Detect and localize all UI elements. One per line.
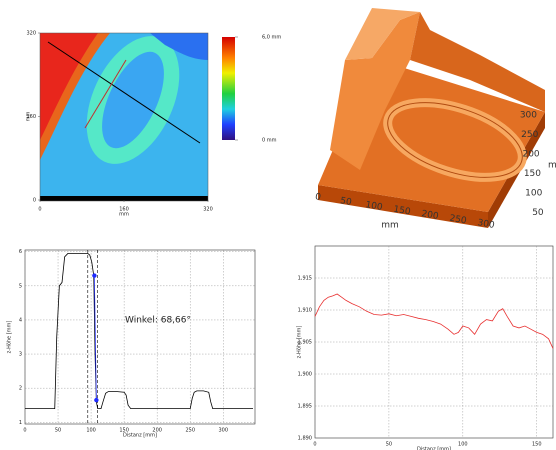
y-axis-label: z-Höhe [mm] <box>297 326 303 359</box>
data-line <box>315 294 553 348</box>
y-tick-label: 6 <box>19 249 22 255</box>
x-tick-label: 300 <box>219 428 229 434</box>
x-axis-label: mm <box>119 212 129 218</box>
y-tick-label: 1,900 <box>298 372 312 378</box>
x-tick-label: 0 <box>314 192 322 203</box>
y-tick-label: 1,915 <box>298 276 312 282</box>
y-tick-label: 300 <box>520 111 537 121</box>
x-tick-label: 300 <box>477 218 496 231</box>
y-tick-label: 2 <box>19 386 22 392</box>
x-tick-label: 320 <box>203 207 213 213</box>
y-tick-label: 250 <box>521 130 538 140</box>
y-tick-label: 50 <box>532 208 544 218</box>
x-tick-label: 50 <box>55 428 61 434</box>
colorbar-label: 6,0 mm <box>262 35 281 41</box>
plot-frame <box>25 250 255 424</box>
x-tick-label: 150 <box>532 442 542 448</box>
x-tick-label: 0 <box>313 442 316 448</box>
y-tick-label: 320 <box>26 31 36 37</box>
x-axis-label: Distanz [mm] <box>123 433 157 439</box>
x-tick-label: 150 <box>393 205 412 218</box>
y-axis-label: mm <box>26 112 32 122</box>
x-tick-label: 50 <box>386 442 392 448</box>
x-tick-label: 50 <box>339 196 352 208</box>
x-tick-label: 0 <box>38 207 41 213</box>
colorbar <box>222 37 235 140</box>
data-line <box>25 253 253 408</box>
x-tick-label: 100 <box>86 428 96 434</box>
y-tick-label: 4 <box>19 317 22 323</box>
y-tick-label: 1,895 <box>298 404 312 410</box>
y-tick-label: 1 <box>19 420 22 426</box>
heatmap-image <box>40 21 208 202</box>
y-tick-label: 1,910 <box>298 308 312 314</box>
x-tick-label: 250 <box>449 214 468 227</box>
y-axis-label: z-Höhe [mm] <box>7 321 13 354</box>
annotation: Winkel: 68,66° <box>125 316 191 326</box>
x-tick-label: 100 <box>365 200 384 213</box>
x-tick-label: 200 <box>421 209 440 222</box>
marker-point <box>94 398 98 402</box>
x-tick-label: 100 <box>458 442 468 448</box>
x-tick-label: 0 <box>23 428 26 434</box>
y-tick-label: 3 <box>19 352 22 358</box>
y-tick-label: 1,890 <box>298 436 312 442</box>
surface-3d <box>318 8 545 228</box>
marker-point <box>92 273 96 277</box>
screen: Winkel: 68,66° 01603200160320mmmm6,0 mm0… <box>0 0 556 450</box>
colorbar-label: 0 mm <box>262 138 277 144</box>
y-tick-label: 100 <box>525 189 542 199</box>
x-axis-label: mm <box>381 221 399 231</box>
x-tick-label: 250 <box>185 428 195 434</box>
y-tick-label: 5 <box>19 283 22 289</box>
x-axis-label: Distanz [mm] <box>417 447 451 450</box>
y-tick-label: 0 <box>33 198 36 204</box>
y-tick-label: 200 <box>522 150 539 160</box>
y-axis-label: mm <box>548 161 556 171</box>
y-tick-label: 150 <box>524 169 541 179</box>
